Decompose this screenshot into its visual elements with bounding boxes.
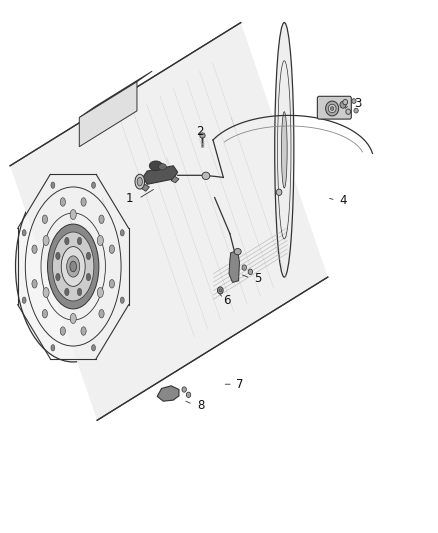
Ellipse shape <box>149 161 162 171</box>
Ellipse shape <box>43 236 49 246</box>
Ellipse shape <box>70 261 77 272</box>
Ellipse shape <box>99 215 104 223</box>
Text: 4: 4 <box>339 193 347 207</box>
Ellipse shape <box>182 387 186 392</box>
Ellipse shape <box>67 256 80 277</box>
Ellipse shape <box>330 107 334 110</box>
Ellipse shape <box>325 101 339 116</box>
Ellipse shape <box>78 237 82 245</box>
Ellipse shape <box>97 236 103 246</box>
Text: 5: 5 <box>254 272 262 285</box>
Ellipse shape <box>42 215 47 223</box>
Ellipse shape <box>218 287 223 294</box>
Ellipse shape <box>109 245 114 254</box>
Ellipse shape <box>159 164 166 170</box>
Ellipse shape <box>340 101 346 108</box>
Ellipse shape <box>248 269 253 274</box>
Ellipse shape <box>92 182 95 188</box>
Ellipse shape <box>92 345 95 351</box>
Ellipse shape <box>60 327 65 335</box>
Polygon shape <box>141 184 149 191</box>
Polygon shape <box>157 386 179 401</box>
Text: 6: 6 <box>223 294 230 307</box>
Ellipse shape <box>81 327 86 335</box>
Ellipse shape <box>70 209 76 220</box>
Ellipse shape <box>135 174 145 189</box>
Ellipse shape <box>51 182 55 188</box>
Ellipse shape <box>120 230 124 236</box>
Polygon shape <box>10 22 328 420</box>
Polygon shape <box>171 176 179 183</box>
Ellipse shape <box>70 313 76 324</box>
Ellipse shape <box>32 279 37 288</box>
Ellipse shape <box>343 100 348 105</box>
Ellipse shape <box>86 273 91 281</box>
Ellipse shape <box>354 108 358 113</box>
Ellipse shape <box>97 287 103 297</box>
Text: 8: 8 <box>197 399 205 412</box>
Ellipse shape <box>42 310 47 318</box>
Ellipse shape <box>22 230 26 236</box>
Ellipse shape <box>32 245 37 254</box>
Ellipse shape <box>56 273 60 281</box>
Ellipse shape <box>202 172 210 180</box>
Ellipse shape <box>99 310 104 318</box>
Ellipse shape <box>22 297 26 303</box>
Ellipse shape <box>186 392 191 398</box>
Ellipse shape <box>60 198 65 206</box>
Ellipse shape <box>234 248 241 255</box>
Ellipse shape <box>15 171 131 362</box>
Ellipse shape <box>352 99 356 103</box>
Text: 7: 7 <box>236 378 244 391</box>
Ellipse shape <box>51 345 55 351</box>
Ellipse shape <box>61 247 85 286</box>
Text: 2: 2 <box>196 125 203 138</box>
Ellipse shape <box>281 112 287 188</box>
Ellipse shape <box>219 289 222 292</box>
Ellipse shape <box>65 237 69 245</box>
Ellipse shape <box>120 297 124 303</box>
Ellipse shape <box>346 109 351 114</box>
FancyBboxPatch shape <box>318 96 351 119</box>
Ellipse shape <box>328 104 336 113</box>
Ellipse shape <box>109 279 114 288</box>
Ellipse shape <box>81 198 86 206</box>
Ellipse shape <box>65 288 69 296</box>
Ellipse shape <box>137 177 142 186</box>
Text: 3: 3 <box>355 96 362 110</box>
Ellipse shape <box>200 133 205 138</box>
Text: 1: 1 <box>126 192 134 205</box>
Polygon shape <box>229 251 240 282</box>
Polygon shape <box>79 71 152 117</box>
Ellipse shape <box>53 232 94 301</box>
Ellipse shape <box>86 252 91 260</box>
Polygon shape <box>79 82 137 147</box>
Ellipse shape <box>56 252 60 260</box>
Ellipse shape <box>275 22 294 277</box>
Ellipse shape <box>47 224 99 309</box>
Polygon shape <box>143 166 178 184</box>
Ellipse shape <box>43 287 49 297</box>
Ellipse shape <box>78 288 82 296</box>
Ellipse shape <box>276 189 282 196</box>
Ellipse shape <box>242 265 247 270</box>
